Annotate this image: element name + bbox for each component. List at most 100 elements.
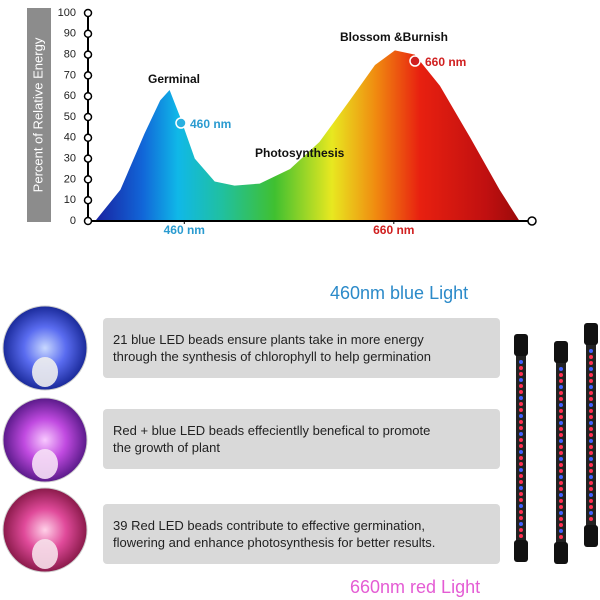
pot	[32, 357, 58, 387]
led-bead	[589, 493, 593, 497]
led-bead	[589, 517, 593, 521]
feature-box: 39 Red LED beads contribute to effective…	[103, 504, 500, 564]
led-bead	[589, 391, 593, 395]
led-bead	[519, 408, 523, 412]
led-bead	[519, 372, 523, 376]
led-bead	[519, 438, 523, 442]
led-bead	[589, 355, 593, 359]
y-tick-label: 70	[64, 69, 76, 81]
led-bead	[589, 505, 593, 509]
y-tick	[83, 29, 93, 39]
led-bead	[559, 517, 563, 521]
led-bead	[589, 487, 593, 491]
led-bead	[559, 439, 563, 443]
led-bar	[556, 345, 566, 562]
led-cap	[554, 341, 568, 363]
led-bead	[559, 379, 563, 383]
led-bead	[519, 378, 523, 382]
y-tick	[83, 71, 93, 80]
led-cap	[584, 525, 598, 547]
led-bead	[559, 445, 563, 449]
led-bead	[519, 420, 523, 424]
y-tick-label: 60	[64, 90, 76, 102]
led-bead	[559, 367, 563, 371]
feature-text: Red + blue LED beads effecientlly benefi…	[113, 423, 431, 438]
feature-text: 21 blue LED beads ensure plants take in …	[113, 332, 424, 347]
led-bead	[559, 505, 563, 509]
feature-text: flowering and enhance photosynthesis for…	[113, 535, 436, 550]
y-tick	[83, 216, 93, 226]
y-tick-label: 100	[58, 7, 76, 19]
led-bead	[559, 511, 563, 515]
chart: Percent of Relative Energy 0 10 20 30 40 50 60…	[27, 7, 537, 237]
led-bead	[559, 481, 563, 485]
feature-box: 21 blue LED beads ensure plants take in …	[103, 318, 500, 378]
y-axis-label: Percent of Relative Energy	[30, 37, 45, 192]
y-tick	[83, 91, 93, 101]
feature-text: through the synthesis of chlorophyll to …	[113, 349, 431, 364]
y-tick-label: 90	[64, 28, 76, 40]
led-bead	[519, 522, 523, 526]
led-bead	[559, 451, 563, 455]
blue-heading: 460nm blue Light	[330, 283, 469, 303]
led-bead	[519, 468, 523, 472]
led-bead	[589, 427, 593, 431]
led-cap	[584, 323, 598, 345]
led-cap	[514, 540, 528, 562]
pot	[32, 449, 58, 479]
annotation: Blossom &Burnish	[340, 30, 448, 44]
led-bead	[559, 463, 563, 467]
led-bead	[589, 439, 593, 443]
led-bead	[519, 396, 523, 400]
led-bead	[519, 444, 523, 448]
led-bead	[589, 445, 593, 449]
annotation: 660 nm	[425, 55, 466, 69]
led-bead	[589, 403, 593, 407]
led-bead	[559, 391, 563, 395]
led-bead	[559, 487, 563, 491]
led-bead	[519, 366, 523, 370]
red-heading: 660nm red Light	[350, 577, 481, 597]
led-bead	[589, 421, 593, 425]
led-bead	[559, 403, 563, 407]
y-tick	[83, 8, 93, 18]
led-cap	[554, 542, 568, 564]
y-tick	[83, 133, 93, 143]
plant-image	[2, 397, 88, 483]
led-bead	[519, 384, 523, 388]
y-tick	[83, 112, 93, 122]
led-bead	[519, 534, 523, 538]
spectrum-area	[95, 50, 520, 222]
y-label-box	[27, 8, 51, 222]
led-bead	[559, 523, 563, 527]
y-tick	[83, 154, 93, 163]
led-bead	[589, 397, 593, 401]
y-tick-label: 10	[64, 194, 76, 206]
led-bar	[516, 338, 526, 560]
led-bead	[519, 390, 523, 394]
led-bead	[589, 349, 593, 353]
led-bead	[589, 415, 593, 419]
led-bead	[519, 510, 523, 514]
led-bead	[519, 402, 523, 406]
led-bead	[589, 367, 593, 371]
x-tick-label: 460 nm	[164, 223, 205, 237]
led-bead	[559, 427, 563, 431]
led-bead	[519, 462, 523, 466]
feature-box: Red + blue LED beads effecientlly benefi…	[103, 409, 500, 469]
y-tick	[83, 195, 93, 205]
led-bead	[589, 379, 593, 383]
led-bead	[519, 480, 523, 484]
led-bead	[559, 457, 563, 461]
led-bead	[559, 409, 563, 413]
led-bead	[559, 535, 563, 539]
led-bead	[519, 492, 523, 496]
led-bead	[589, 373, 593, 377]
annotation: 460 nm	[190, 117, 231, 131]
led-bead	[589, 457, 593, 461]
plant-image	[2, 305, 88, 391]
y-tick	[83, 50, 93, 59]
y-tick-label: 20	[64, 173, 76, 185]
led-bar	[586, 327, 596, 545]
